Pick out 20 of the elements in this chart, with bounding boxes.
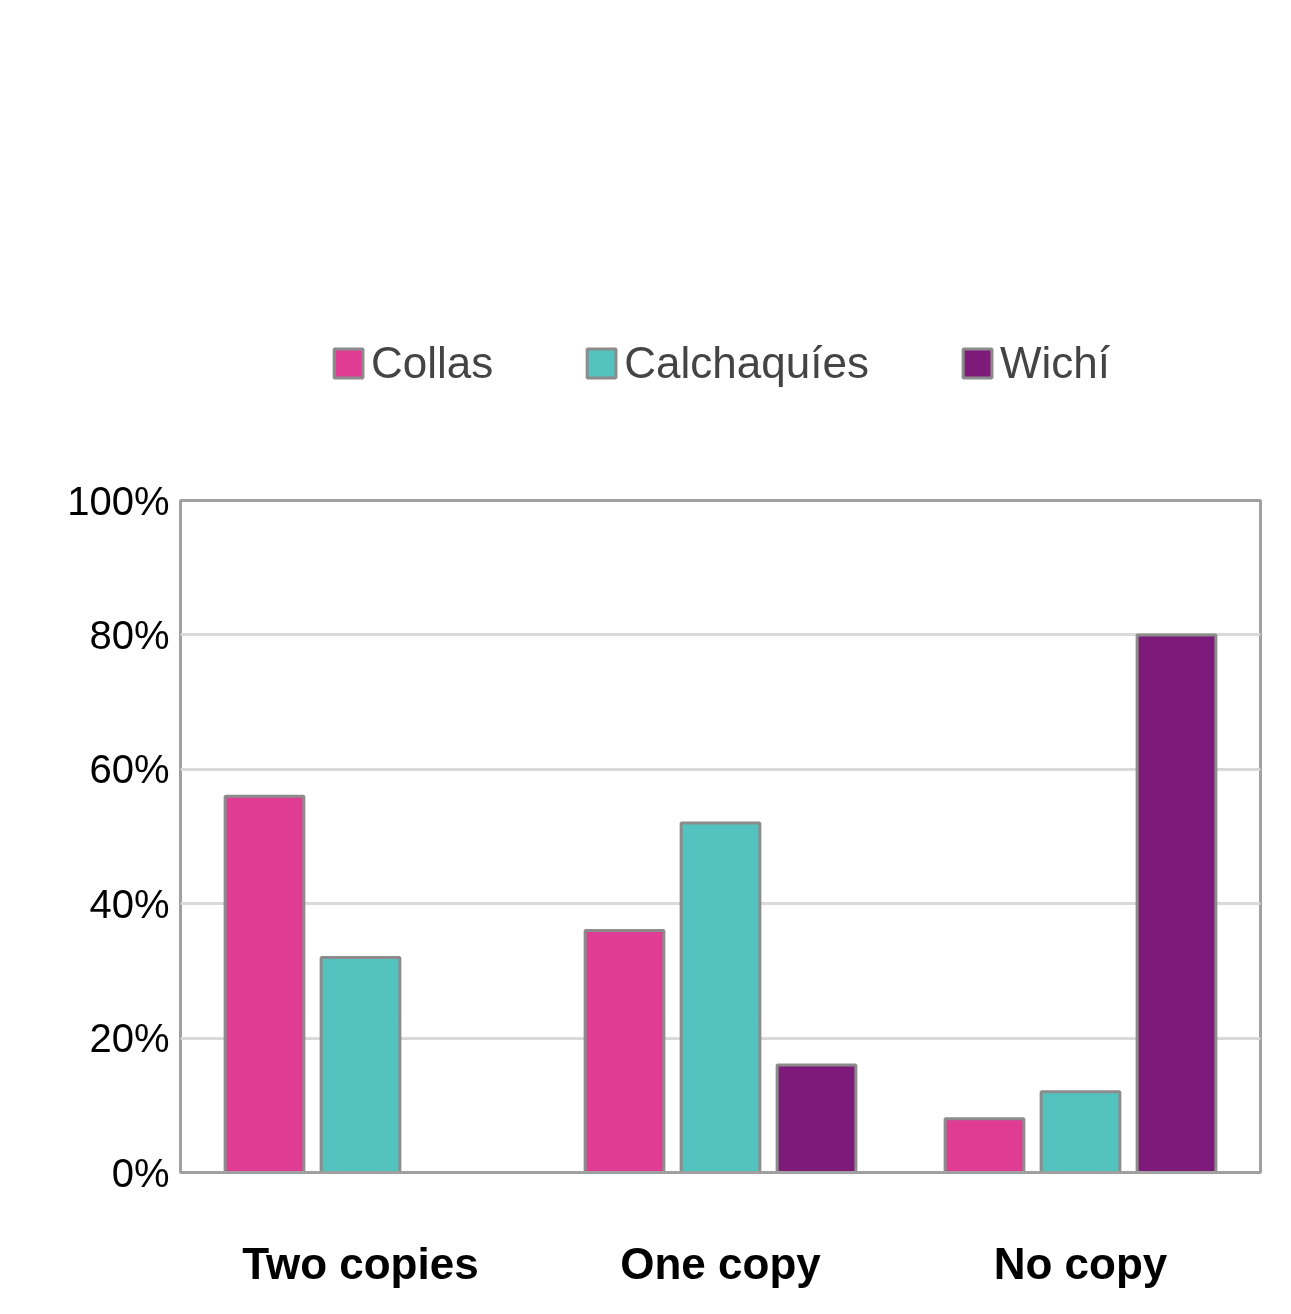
legend-label: Collas: [371, 337, 494, 388]
bar: [679, 821, 762, 1173]
y-tick-label: 80%: [89, 612, 170, 657]
y-tick-label: 0%: [111, 1150, 170, 1195]
legend-label: Wichí: [999, 337, 1110, 388]
y-tick-label: 100%: [67, 478, 170, 523]
legend-label: Calchaquíes: [624, 337, 869, 388]
bar: [319, 955, 402, 1173]
x-tick-label: Two copies: [242, 1238, 479, 1288]
x-tick-label: One copy: [620, 1238, 822, 1288]
y-tick-label: 40%: [89, 881, 170, 926]
bar: [1039, 1090, 1122, 1173]
bar: [583, 929, 666, 1173]
y-tick-label: 20%: [89, 1016, 170, 1061]
x-tick-label: No copy: [993, 1238, 1168, 1288]
bar: [1135, 633, 1218, 1173]
bar: [223, 794, 306, 1173]
bar: [943, 1117, 1026, 1173]
y-tick-label: 60%: [89, 747, 170, 792]
bar: [775, 1063, 858, 1173]
